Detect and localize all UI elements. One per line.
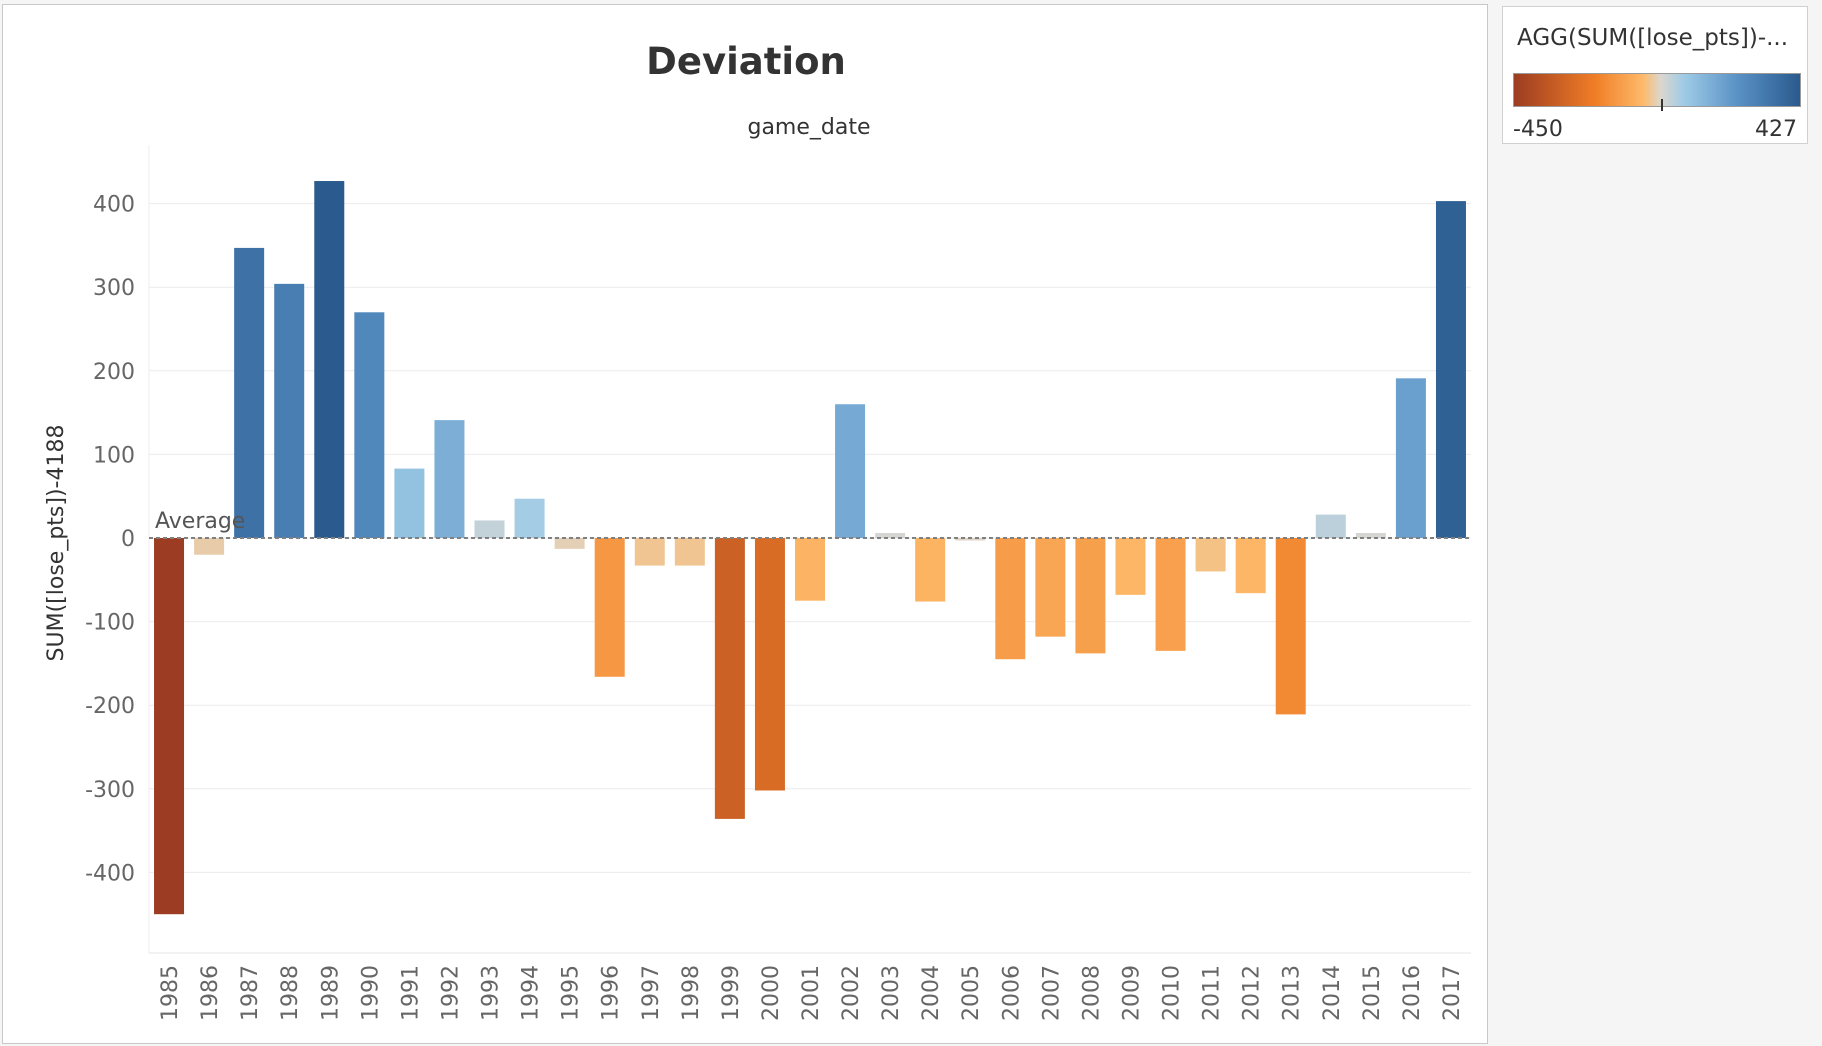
x-tick-label: 2012	[1240, 965, 1265, 1021]
bar-2004[interactable]	[915, 538, 946, 602]
legend-max-label: 427	[1755, 117, 1797, 142]
bar-2014[interactable]	[1315, 514, 1346, 538]
y-axis-title: SUM([lose_pts])-4188	[44, 425, 69, 662]
legend-zero-marker	[1660, 99, 1663, 111]
bar-1986[interactable]	[194, 538, 225, 555]
bar-2008[interactable]	[1075, 538, 1106, 654]
bar-2013[interactable]	[1275, 538, 1306, 715]
x-tick-label: 2005	[959, 965, 984, 1021]
bar-2010[interactable]	[1155, 538, 1186, 651]
bar-1992[interactable]	[434, 420, 465, 538]
x-tick-label: 2003	[879, 965, 904, 1021]
x-tick-label: 2010	[1160, 965, 1185, 1021]
legend-min-label: -450	[1513, 117, 1563, 142]
x-tick-label: 2015	[1360, 965, 1385, 1021]
x-tick-label: 2009	[1119, 965, 1144, 1021]
reference-line-group: Average	[149, 509, 1471, 539]
x-tick-label: 1987	[238, 965, 263, 1021]
x-tick-label: 2016	[1400, 965, 1425, 1021]
x-tick-label: 1988	[278, 965, 303, 1021]
bar-2002[interactable]	[835, 404, 866, 538]
y-tick-label: -300	[85, 778, 135, 803]
bar-2005[interactable]	[955, 538, 986, 541]
bar-2000[interactable]	[754, 538, 785, 791]
x-tick-label: 1992	[438, 965, 463, 1021]
bar-2015[interactable]	[1355, 532, 1386, 538]
average-label: Average	[155, 509, 245, 534]
bar-1988[interactable]	[274, 283, 305, 538]
x-tick-label: 2002	[839, 965, 864, 1021]
y-tick-label: -200	[85, 694, 135, 719]
bar-1999[interactable]	[714, 538, 745, 819]
x-tick-label: 1995	[559, 965, 584, 1021]
x-tick-label: 1991	[398, 965, 423, 1021]
x-tick-label: 2014	[1320, 965, 1345, 1021]
x-tick-label: 2007	[1039, 965, 1064, 1021]
bar-1985[interactable]	[154, 538, 185, 915]
x-tick-label: 2006	[999, 965, 1024, 1021]
column-header: game_date	[747, 115, 870, 140]
x-tick-label: 2001	[799, 965, 824, 1021]
bar-2016[interactable]	[1395, 378, 1426, 538]
y-tick-label: 200	[93, 360, 135, 385]
x-tick-label: 2000	[759, 965, 784, 1021]
x-tick-label: 1994	[519, 965, 544, 1021]
bar-2006[interactable]	[995, 538, 1026, 660]
deviation-bar-chart: Deviation game_date SUM([lose_pts])-4188…	[44, 40, 1471, 1021]
bar-1996[interactable]	[594, 538, 625, 677]
bar-2017[interactable]	[1435, 201, 1466, 539]
legend-color-ramp	[1513, 73, 1801, 107]
x-tick-label: 2013	[1280, 965, 1305, 1021]
x-tick-label: 2011	[1200, 965, 1225, 1021]
x-tick-label: 2004	[919, 965, 944, 1021]
x-tick-label: 1985	[158, 965, 183, 1021]
y-tick-label: -400	[85, 861, 135, 886]
bar-1993[interactable]	[474, 520, 505, 538]
bar-2003[interactable]	[875, 532, 906, 538]
bar-2009[interactable]	[1115, 538, 1146, 595]
bar-2011[interactable]	[1195, 538, 1226, 572]
legend-title: AGG(SUM([lose_pts])-...	[1517, 25, 1789, 51]
bar-2001[interactable]	[795, 538, 825, 601]
x-tick-label: 1993	[479, 965, 504, 1021]
x-tick-label: 2017	[1440, 965, 1465, 1021]
x-tick-label: 1998	[679, 965, 704, 1021]
bar-1991[interactable]	[394, 468, 425, 538]
bar-1998[interactable]	[674, 538, 705, 566]
y-tick-label: -100	[85, 611, 135, 636]
chart-pane: Deviation game_date SUM([lose_pts])-4188…	[2, 4, 1488, 1044]
bars[interactable]	[154, 181, 1466, 915]
y-tick-label: 300	[93, 276, 135, 301]
x-tick-label: 1990	[358, 965, 383, 1021]
x-tick-label: 2008	[1079, 965, 1104, 1021]
bar-1997[interactable]	[634, 538, 665, 566]
bar-1989[interactable]	[314, 181, 345, 538]
bar-2012[interactable]	[1235, 538, 1266, 594]
x-tick-label: 1986	[198, 965, 223, 1021]
x-tick-label: 1997	[639, 965, 664, 1021]
bar-1995[interactable]	[554, 538, 585, 549]
y-tick-label: 100	[93, 443, 135, 468]
color-legend[interactable]: AGG(SUM([lose_pts])-... -450 427	[1502, 6, 1808, 144]
bar-1987[interactable]	[234, 247, 265, 538]
chart-title: Deviation	[646, 40, 846, 83]
bar-1990[interactable]	[354, 312, 385, 538]
x-axis-ticks: 1985 1986 1987 1988 1989 1990 1991 1992 1993 1994…	[158, 965, 1465, 1021]
x-tick-label: 1996	[599, 965, 624, 1021]
x-tick-label: 1989	[318, 965, 343, 1021]
y-tick-label: 400	[93, 193, 135, 218]
bar-2007[interactable]	[1035, 538, 1066, 637]
y-axis-ticks: -400 -300 -200 -100 0 100 200 300 400	[85, 193, 135, 887]
x-tick-label: 1999	[719, 965, 744, 1021]
y-tick-label: 0	[121, 527, 135, 552]
bar-1994[interactable]	[514, 498, 545, 538]
